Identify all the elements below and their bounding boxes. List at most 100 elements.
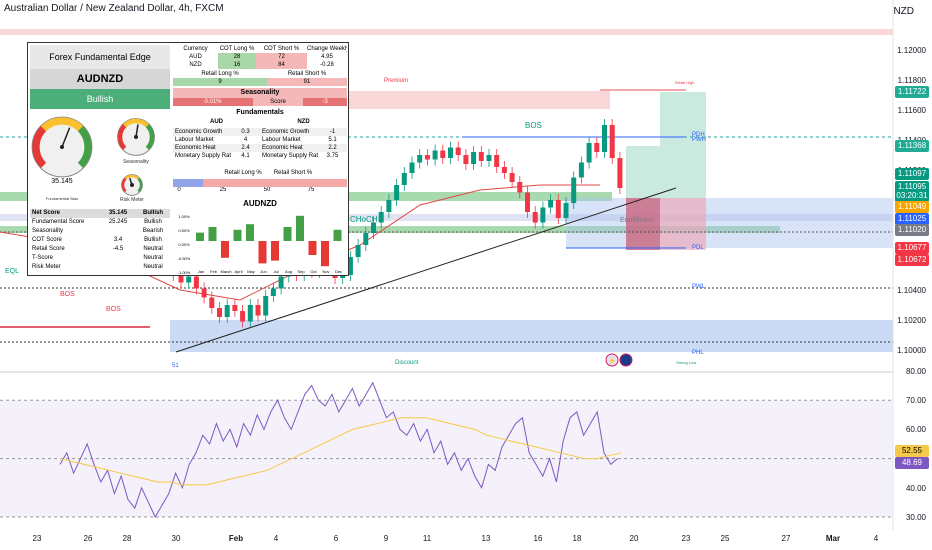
fund-aud-value: 4.1 xyxy=(241,153,250,159)
seasonality-score: -3 xyxy=(303,98,347,106)
candle-body xyxy=(209,297,215,308)
rsi-ma xyxy=(59,417,622,486)
time-axis-label: 11 xyxy=(422,534,432,543)
mini-chart-month: Sep xyxy=(297,269,305,274)
candle-body xyxy=(340,275,346,278)
price-tag: 1.11722 xyxy=(895,86,929,98)
seasonality-gauge-arc xyxy=(117,124,127,150)
time-axis-label: 9 xyxy=(383,534,389,543)
cot-cell: NZD xyxy=(189,62,202,68)
score-label: Fundamental Score xyxy=(32,219,85,225)
pwl-label: PWL xyxy=(692,284,706,290)
score-signal: Neutral xyxy=(143,246,163,252)
time-axis-label: 20 xyxy=(629,534,639,543)
candle-body xyxy=(432,150,438,160)
bos-left-label: BOS xyxy=(60,291,75,298)
retail-bar-long-label: Retail Long % xyxy=(224,170,262,176)
mini-chart-month: Nov xyxy=(322,269,330,274)
candle-body xyxy=(394,185,400,200)
mini-bar xyxy=(271,241,279,261)
mini-chart-ytick: -1.00% xyxy=(177,270,191,275)
fundamental-gauge-arc xyxy=(77,126,92,168)
candle-body xyxy=(240,311,246,322)
symbol-title[interactable]: Australian Dollar / New Zealand Dollar, … xyxy=(4,3,224,14)
price-tag: 1.10677 xyxy=(895,242,929,254)
dashboard-graphics: 35.145 Fundamental Bias Seasonality Risk Me… xyxy=(31,116,342,267)
candle-body xyxy=(540,207,546,223)
equilibrium-label: Equilibrium xyxy=(620,217,655,224)
cot-cell: 28 xyxy=(218,53,256,61)
sl-box-1 xyxy=(626,198,660,250)
price-axis-label: 1.11600 xyxy=(897,106,926,115)
candle-body xyxy=(263,296,269,316)
candle-body xyxy=(217,308,222,317)
score-label: Risk Meter xyxy=(32,264,61,270)
candle-body xyxy=(193,276,199,289)
mini-chart-ytick: 0.50% xyxy=(178,228,190,233)
candle-body xyxy=(525,192,530,212)
fund-aud-label: Economic Growth xyxy=(173,128,231,136)
sl-box-2 xyxy=(660,198,706,250)
candle-body xyxy=(417,155,423,163)
fund-nzd-value: 2.2 xyxy=(318,144,347,152)
time-axis-label: 27 xyxy=(781,534,791,543)
number-label: 51 xyxy=(172,363,179,369)
candle-body xyxy=(471,152,477,164)
score-signal: Neutral xyxy=(143,255,163,261)
fund-aud-value: 0.3 xyxy=(231,128,260,136)
fundamental-gauge-needle xyxy=(61,127,71,148)
mini-bar xyxy=(258,241,267,264)
candle-body xyxy=(571,177,577,203)
weak-high-label: Weak High xyxy=(675,80,695,85)
fund-aud-label: Labour Market xyxy=(175,137,214,143)
seasonality-gauge-needle xyxy=(135,124,139,138)
fund-nzd-value: 5.1 xyxy=(328,137,337,143)
candle-body xyxy=(501,167,507,173)
score-signal: Bearish xyxy=(142,228,164,234)
fundamental-gauge-arc xyxy=(41,117,83,132)
candle-body xyxy=(224,305,230,317)
price-axis-label: 1.10000 xyxy=(897,346,926,355)
flag-icon xyxy=(619,353,633,367)
demand-zone-2 xyxy=(0,226,780,233)
score-signal: Neutral xyxy=(143,264,163,270)
retail-bar-tick: 25 xyxy=(219,187,227,193)
seasonality-value: 0.01% xyxy=(173,98,253,106)
premium-label: Premium xyxy=(384,78,408,84)
candle-body xyxy=(509,173,515,182)
mini-chart-month: April xyxy=(234,269,243,274)
mini-bar xyxy=(221,241,229,258)
candle-body xyxy=(486,155,492,161)
currency-label[interactable]: NZD xyxy=(893,6,914,17)
cot-header: COT Long % xyxy=(219,46,255,52)
tp-box-1 xyxy=(626,146,660,198)
time-axis-label: 13 xyxy=(481,534,491,543)
mini-chart-month: May xyxy=(247,269,255,274)
seasonality-title: Seasonality xyxy=(173,88,347,98)
seasonality-score-label: Score xyxy=(253,98,303,106)
candle-body xyxy=(478,152,484,161)
gauge-label: Fundamental Bias xyxy=(46,196,78,201)
price-tag: 1.11020 xyxy=(895,224,929,236)
candle-body xyxy=(563,203,569,218)
pwh-label: PWH xyxy=(692,137,706,143)
tp-box-2 xyxy=(660,92,706,198)
mini-chart-title: AUDNZD xyxy=(243,199,277,208)
candle-body xyxy=(424,155,430,160)
bos-label: BOS xyxy=(525,121,542,130)
rsi-axis-label: 30.00 xyxy=(905,513,926,522)
time-axis-label: 25 xyxy=(720,534,730,543)
score-label: COT Score xyxy=(32,237,62,243)
fundamental-gauge-hub xyxy=(60,145,64,149)
pdl-label: PDL xyxy=(692,245,704,251)
candle-body xyxy=(355,245,361,257)
candle-body xyxy=(371,222,376,233)
candle-body xyxy=(401,173,407,185)
seasonality-gauge-label: Seasonality xyxy=(123,159,149,165)
candle-body xyxy=(363,233,369,245)
score-value xyxy=(100,254,136,263)
eql-label: EQL xyxy=(5,268,19,275)
time-axis-label: 4 xyxy=(273,534,279,543)
price-tag: 1.11368 xyxy=(895,140,929,152)
candle-body xyxy=(255,305,261,316)
